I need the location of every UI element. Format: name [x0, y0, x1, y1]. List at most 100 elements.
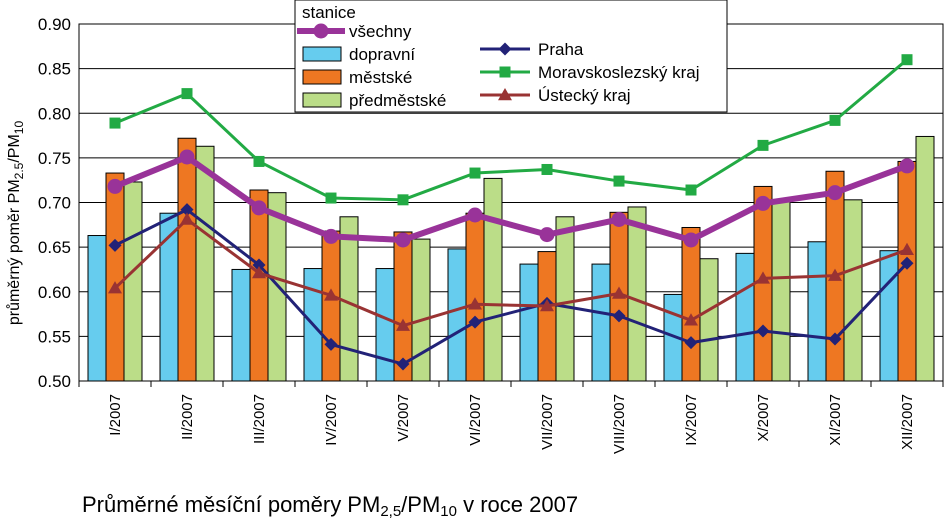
bar-predmestske-9 [699, 258, 719, 382]
point-moravskoslezsky-kraj-4 [325, 192, 337, 204]
y-tick-label: 0.90 [38, 15, 71, 34]
legend-label-ustecky-kraj: Ústecký kraj [538, 86, 631, 105]
point-praha-2 [180, 203, 194, 217]
bar-mestske-2 [177, 137, 197, 382]
point-vsechny-1 [107, 178, 123, 194]
bar-mestske-7 [537, 251, 557, 382]
point-vsechny-10 [755, 195, 771, 211]
line-vsechny [113, 153, 909, 243]
point-ustecky-kraj-1 [108, 281, 122, 294]
y-axis-title-svg: průměrný poměr PM2.5/PM10 [5, 121, 26, 326]
point-ustecky-kraj-9 [684, 313, 698, 326]
point-vsechny-9 [683, 232, 699, 248]
y-tick-label: 0.60 [38, 283, 71, 302]
point-vsechny-5 [395, 232, 411, 248]
point-moravskoslezsky-kraj-7 [541, 163, 553, 175]
point-ustecky-kraj-8 [612, 286, 626, 299]
x-tick-label: VI/2007 [467, 394, 484, 446]
point-moravskoslezsky-kraj-8 [613, 175, 625, 187]
x-tick-label: VIII/2007 [611, 394, 628, 454]
line-ustecky-kraj [113, 217, 908, 328]
point-moravskoslezsky-kraj-3 [253, 155, 265, 167]
bar-dopravni-3 [231, 268, 251, 382]
y-axis-title-sub2: 10 [12, 121, 26, 135]
point-praha-5 [396, 357, 410, 371]
chart-title-suffix: v roce 2007 [456, 492, 579, 517]
point-moravskoslezsky-kraj-10 [757, 139, 769, 151]
point-vsechny-12 [899, 158, 915, 174]
point-vsechny-2 [179, 149, 195, 165]
point-ustecky-kraj-4 [324, 288, 338, 301]
y-axis-title-sub1: 2.5 [12, 162, 26, 179]
point-moravskoslezsky-kraj-6 [469, 167, 481, 179]
bar-dopravni-5 [375, 268, 395, 382]
point-vsechny-11 [827, 185, 843, 201]
legend-swatch-dopravni [302, 46, 342, 62]
point-moravskoslezsky-kraj-2 [181, 88, 193, 100]
x-tick-label: XII/2007 [899, 394, 916, 450]
point-vsechny-6 [467, 207, 483, 223]
point-praha-12 [900, 256, 914, 270]
bar-predmestske-1 [123, 181, 143, 382]
point-praha-4 [324, 337, 338, 351]
x-tick-label: I/2007 [107, 394, 124, 436]
point-ustecky-kraj-10 [756, 271, 770, 284]
legend-box [294, 0, 728, 113]
y-axis-title-prefix: průměrný poměr PM [5, 179, 23, 325]
bar-predmestske-2 [195, 145, 215, 382]
bar-predmestske-11 [843, 199, 863, 382]
point-vsechny-7 [539, 227, 555, 243]
legend-swatch-mestske [302, 69, 342, 85]
legend-label-moravskoslezsky-kraj: Moravskoslezský kraj [538, 63, 700, 82]
x-tick-label: IX/2007 [683, 394, 700, 446]
bar-mestske-6 [465, 212, 485, 382]
point-ustecky-kraj-11 [828, 268, 842, 281]
x-tick-label: X/2007 [755, 394, 772, 442]
point-vsechny-8 [611, 211, 627, 227]
legend-swatch-predmestske [302, 92, 342, 108]
y-tick-label: 0.55 [38, 327, 71, 346]
chart-title: Průměrné měsíční poměry PM2,5/PM10 v roc… [82, 492, 578, 520]
bar-dopravni-1 [87, 235, 107, 382]
point-ustecky-kraj-12 [900, 242, 914, 256]
bar-dopravni-6 [447, 248, 467, 382]
x-tick-label: IV/2007 [323, 394, 340, 446]
x-tick-label: III/2007 [251, 394, 268, 444]
point-ustecky-kraj-7 [540, 299, 554, 312]
y-tick-label: 0.80 [38, 104, 71, 123]
point-praha-6 [468, 315, 482, 329]
bar-mestske-3 [249, 189, 269, 382]
bar-mestske-9 [681, 226, 701, 382]
y-tick-label: 0.85 [38, 60, 71, 79]
bar-dopravni-11 [807, 241, 827, 382]
point-vsechny-4 [323, 228, 339, 244]
point-praha-11 [828, 332, 842, 346]
point-praha-1 [108, 238, 122, 252]
legend-label-praha: Praha [538, 40, 584, 59]
point-ustecky-kraj-6 [468, 297, 482, 310]
point-vsechny-3 [251, 200, 267, 216]
point-moravskoslezsky-kraj-12 [901, 54, 913, 66]
legend-label-mestske: městské [349, 68, 412, 87]
point-moravskoslezsky-kraj-1 [109, 117, 121, 129]
bar-predmestske-8 [627, 206, 647, 382]
legend-marker-ustecky-kraj [498, 88, 512, 101]
bar-predmestske-10 [771, 199, 791, 382]
y-tick-label: 0.70 [38, 194, 71, 213]
chart-title-sub2: 10 [440, 503, 457, 520]
lines-layer [107, 54, 915, 371]
bar-predmestske-7 [555, 216, 575, 382]
y-axis-title-wrap: průměrný poměr PM2.5/PM10 [2, 78, 28, 368]
bar-dopravni-10 [735, 252, 755, 382]
point-ustecky-kraj-2 [180, 212, 194, 225]
x-tick-label: XI/2007 [827, 394, 844, 446]
line-praha [114, 208, 909, 366]
point-moravskoslezsky-kraj-5 [397, 194, 409, 206]
x-tick-label: II/2007 [179, 394, 196, 440]
y-tick-label: 0.75 [38, 149, 71, 168]
y-axis-title-mid: /PM [6, 134, 23, 162]
bar-mestske-4 [321, 230, 341, 382]
x-tick-label: VII/2007 [539, 394, 556, 450]
